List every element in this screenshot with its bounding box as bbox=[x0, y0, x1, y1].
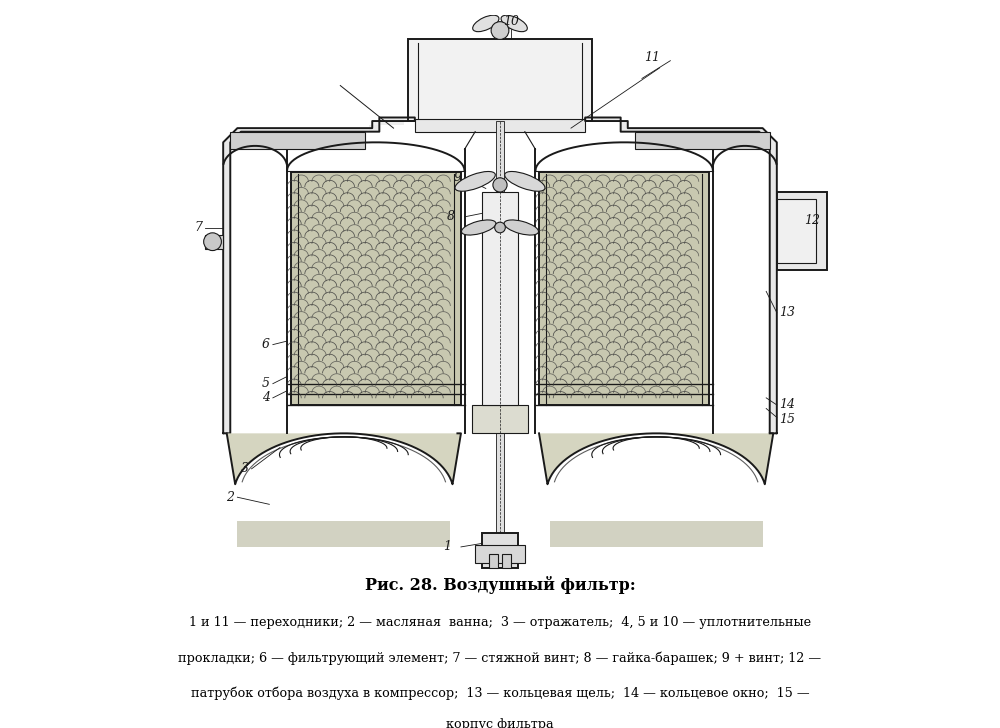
Text: 1: 1 bbox=[443, 540, 451, 553]
Bar bbox=[230, 132, 365, 149]
Ellipse shape bbox=[501, 15, 527, 31]
Text: 3: 3 bbox=[240, 462, 248, 475]
Polygon shape bbox=[227, 433, 461, 484]
Text: 5: 5 bbox=[262, 377, 270, 390]
Bar bbox=[502, 554, 511, 568]
Bar bbox=[482, 192, 518, 405]
Text: 1 и 11 — переходники; 2 — масляная  ванна;  3 — отражатель;  4, 5 и 10 — уплотни: 1 и 11 — переходники; 2 — масляная ванна… bbox=[189, 616, 811, 629]
Polygon shape bbox=[550, 521, 763, 547]
Ellipse shape bbox=[455, 172, 495, 191]
Bar bbox=[205, 234, 223, 249]
Bar bbox=[482, 533, 518, 568]
Bar bbox=[777, 199, 816, 263]
Text: корпус фильтра: корпус фильтра bbox=[446, 719, 554, 728]
Ellipse shape bbox=[505, 172, 545, 191]
Bar bbox=[415, 119, 585, 132]
Text: патрубок отбора воздуха в компрессор;  13 — кольцевая щель;  14 — кольцевое окно: патрубок отбора воздуха в компрессор; 13… bbox=[191, 687, 809, 700]
Bar bbox=[489, 554, 498, 568]
Text: 6: 6 bbox=[262, 338, 270, 351]
Polygon shape bbox=[223, 117, 415, 433]
Bar bbox=[475, 545, 525, 563]
Text: 12: 12 bbox=[804, 214, 820, 227]
Text: Рис. 28. Воздушный фильтр:: Рис. 28. Воздушный фильтр: bbox=[365, 576, 635, 594]
Ellipse shape bbox=[504, 220, 539, 235]
Text: 4: 4 bbox=[262, 392, 270, 404]
Polygon shape bbox=[539, 433, 773, 484]
Bar bbox=[777, 192, 827, 270]
Polygon shape bbox=[237, 521, 450, 547]
Bar bbox=[472, 405, 528, 433]
Text: прокладки; 6 — фильтрующий элемент; 7 — стяжной винт; 8 — гайка-барашек; 9 + вин: прокладки; 6 — фильтрующий элемент; 7 — … bbox=[178, 651, 822, 665]
Bar bbox=[539, 173, 709, 405]
Polygon shape bbox=[585, 117, 777, 433]
Bar bbox=[408, 39, 592, 121]
Bar bbox=[291, 173, 461, 405]
Text: 10: 10 bbox=[503, 15, 519, 28]
Bar bbox=[496, 121, 504, 540]
Text: 2: 2 bbox=[226, 491, 234, 504]
Circle shape bbox=[493, 178, 507, 192]
Text: 8: 8 bbox=[446, 210, 454, 223]
Circle shape bbox=[204, 233, 221, 250]
Bar bbox=[635, 132, 770, 149]
Text: 15: 15 bbox=[779, 413, 795, 426]
Text: 14: 14 bbox=[779, 398, 795, 411]
Text: 7: 7 bbox=[194, 221, 202, 234]
Text: 13: 13 bbox=[779, 306, 795, 319]
Text: 9: 9 bbox=[453, 171, 461, 184]
Circle shape bbox=[491, 22, 509, 39]
Polygon shape bbox=[237, 117, 408, 132]
Ellipse shape bbox=[461, 220, 496, 235]
Text: 11: 11 bbox=[645, 51, 661, 63]
Ellipse shape bbox=[473, 15, 499, 31]
Circle shape bbox=[495, 222, 505, 233]
